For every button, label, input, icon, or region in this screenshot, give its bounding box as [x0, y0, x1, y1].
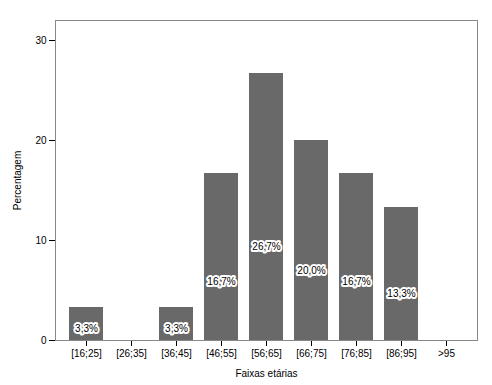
svg-text:[46;55]: [46;55]: [206, 348, 237, 359]
svg-text:16,7%: 16,7%: [207, 276, 235, 287]
svg-text:[16;25]: [16;25]: [71, 348, 102, 359]
svg-text:3,3%: 3,3%: [75, 323, 98, 334]
svg-text:13,3%: 13,3%: [387, 288, 415, 299]
svg-text:26,7%: 26,7%: [252, 241, 280, 252]
svg-text:0: 0: [41, 335, 47, 346]
svg-text:20,0%: 20,0%: [297, 265, 325, 276]
svg-text:[86;95]: [86;95]: [386, 348, 417, 359]
svg-text:16,7%: 16,7%: [342, 276, 370, 287]
svg-text:Percentagem: Percentagem: [12, 151, 23, 210]
svg-text:30: 30: [35, 35, 47, 46]
svg-text:>95: >95: [438, 348, 455, 359]
svg-text:10: 10: [35, 235, 47, 246]
svg-text:[76;85]: [76;85]: [341, 348, 372, 359]
svg-text:[26;35]: [26;35]: [116, 348, 147, 359]
svg-text:Faixas etárias: Faixas etárias: [235, 368, 297, 379]
svg-text:[66;75]: [66;75]: [296, 348, 327, 359]
svg-text:3,3%: 3,3%: [165, 323, 188, 334]
svg-text:[56;65]: [56;65]: [251, 348, 282, 359]
svg-text:[36;45]: [36;45]: [161, 348, 192, 359]
svg-text:20: 20: [35, 135, 47, 146]
